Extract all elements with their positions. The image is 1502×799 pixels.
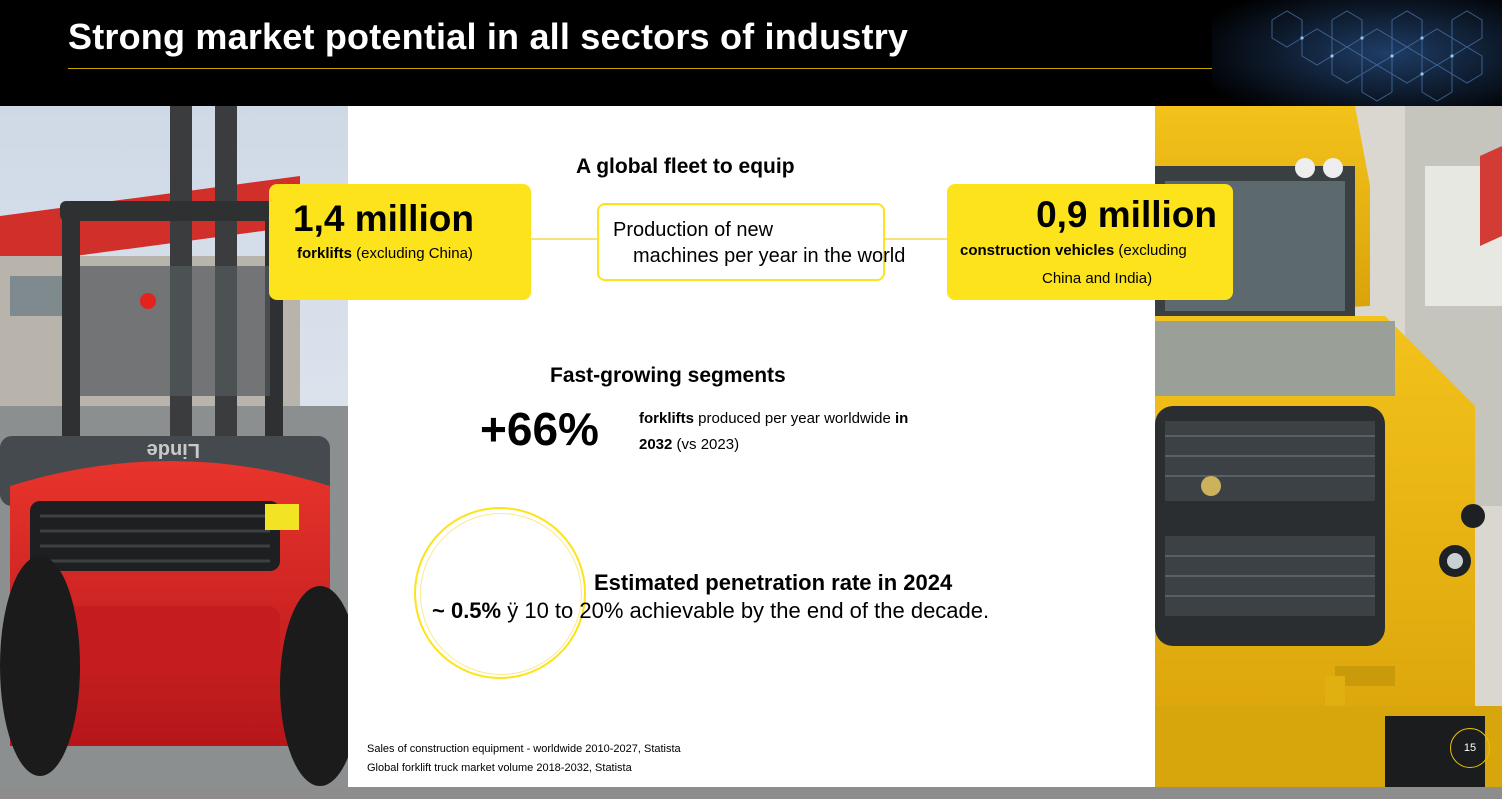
forklifts-count: 1,4 million (293, 198, 474, 239)
construction-stat-box: 0,9 million construction vehicles (exclu… (947, 184, 1233, 300)
construction-count: 0,9 million (1036, 194, 1217, 235)
slide-header: Strong market potential in all sectors o… (0, 0, 1502, 106)
forklifts-label-rest: (excluding China) (352, 245, 473, 262)
construction-label-bold: construction vehicles (960, 242, 1115, 259)
hexagon-network-decoration (1212, 0, 1502, 106)
growth-desc-rest-1: produced per year worldwide (694, 410, 895, 427)
svg-text:Linde: Linde (147, 439, 200, 461)
production-box: Production of new machines per year in t… (597, 203, 905, 281)
source-note-1: Sales of construction equipment - worldw… (367, 743, 681, 755)
construction-label-line2: China and India) (1042, 270, 1153, 287)
penetration-statement: ~ 0.5% ÿ 10 to 20% achievable by the end… (432, 598, 989, 624)
bottom-bar (0, 787, 1502, 799)
forklifts-stat-box: 1,4 million forklifts (excluding China) (269, 184, 531, 300)
growth-description-line-2: 2032 (vs 2023) (639, 436, 739, 453)
forklift-photo: Linde (0, 106, 348, 787)
title-underline (68, 68, 1218, 69)
slide-title: Strong market potential in all sectors o… (68, 16, 909, 57)
growth-desc-bold-2: in (894, 410, 909, 427)
penetration-circle-inner (420, 513, 582, 675)
segments-heading: Fast-growing segments (550, 364, 786, 387)
forklifts-label: forklifts (excluding China) (297, 245, 473, 262)
source-note-2: Global forklift truck market volume 2018… (367, 762, 632, 774)
production-line-2: machines per year in the world (633, 245, 906, 267)
growth-desc-bold-1: forklifts (639, 410, 695, 427)
growth-desc-bold-3: 2032 (639, 436, 673, 453)
penetration-heading: Estimated penetration rate in 2024 (594, 570, 953, 595)
growth-desc-rest-2: (vs 2023) (672, 436, 740, 453)
construction-label: construction vehicles (excluding (960, 242, 1187, 259)
penetration-rate: ~ 0.5% (432, 598, 502, 623)
penetration-rest: ÿ 10 to 20% achievable by the end of the… (501, 598, 990, 623)
penetration-circle (414, 507, 586, 679)
production-line-1: Production of new (613, 219, 774, 241)
forklift-image: Linde (0, 106, 348, 787)
construction-label-rest: (excluding (1114, 242, 1187, 259)
page-number: 15 (1450, 728, 1490, 768)
growth-description-line-1: forklifts produced per year worldwide in (639, 410, 908, 427)
growth-percentage: +66% (480, 403, 599, 455)
fleet-heading: A global fleet to equip (576, 155, 795, 178)
forklifts-label-bold: forklifts (297, 245, 353, 262)
